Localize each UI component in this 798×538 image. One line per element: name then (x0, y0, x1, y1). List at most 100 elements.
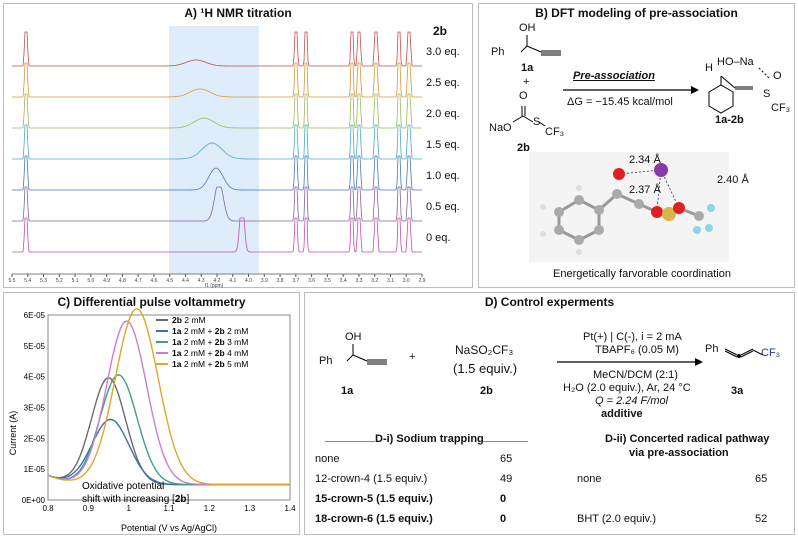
distance-2: 2.37 Å (629, 184, 661, 196)
cond-additive: additive (601, 408, 643, 420)
eq-label: 2.0 eq. (426, 108, 460, 120)
d-ph: Ph (319, 355, 333, 367)
eq-label: 1.5 eq. (426, 139, 460, 151)
di-yield: 65 (500, 453, 513, 465)
dpv-ylabel: Current (A) (8, 411, 18, 456)
product-h: H (705, 62, 713, 74)
dpv-xtick: 0.9 (83, 504, 95, 513)
prod-ph: Ph (705, 343, 719, 355)
eq-label: 0.5 eq. (426, 201, 460, 213)
legend-entry: 2b 2 mM (172, 315, 206, 325)
nmr-tick-label: 3.9 (261, 278, 268, 284)
panel-c-dpv: C) Differential pulse voltammetry 0E+00 1… (3, 292, 300, 535)
eq-label: 1.0 eq. (426, 170, 460, 182)
delta-g-label: ΔG = −15.45 kcal/mol (567, 96, 673, 108)
di-additive: none (315, 453, 340, 465)
d-reagent: NaSO₂CF₃ (455, 343, 514, 357)
nmr-tick-label: 5.4 (24, 278, 31, 284)
nmr-axis-label: f1 (ppm) (205, 283, 224, 289)
dpv-series-line (47, 307, 290, 486)
label-1a: 1a (521, 62, 534, 74)
d-oh: OH (345, 331, 362, 343)
di-yield: 0 (500, 513, 507, 525)
cond-electrolyte: TBAPF₆ (0.05 M) (595, 344, 679, 356)
dii-yield: 65 (755, 473, 768, 485)
dpv-xtick: 1 (126, 504, 131, 513)
nmr-tick-label: 4.3 (198, 278, 205, 284)
nmr-trace (12, 186, 422, 222)
allene-structure (724, 348, 764, 358)
sulfinate-structure (512, 106, 546, 127)
nmr-tick-label: 5.2 (56, 278, 63, 284)
legend-entry: 1a 2 mM + 2b 2 mM (172, 326, 248, 336)
panel-b-dft: B) DFT modeling of pre-association OH Ph… (478, 3, 795, 288)
di-additive: 15-crown-5 (1.5 equiv.) (315, 493, 433, 505)
nmr-tick-label: 3.8 (277, 278, 284, 284)
dii-additive: none (577, 473, 602, 485)
legend-entry: 1a 2 mM + 2b 4 mM (172, 348, 248, 358)
d-label-2b: 2b (480, 385, 493, 397)
dpv-frame (47, 314, 291, 501)
cond-charge: Q = 2.24 F/mol (595, 395, 669, 407)
nmr-tick-label: 3.3 (355, 278, 362, 284)
dpv-ytick: 6E-05 (24, 311, 46, 320)
nmr-trace (12, 93, 422, 129)
dii-additive: BHT (2.0 equiv.) (577, 513, 657, 525)
d-reaction-arrow (557, 358, 703, 366)
panel-d-control: D) Control experments OH Ph 1a + NaSO₂CF… (304, 292, 795, 535)
nmr-tick-label: 3.2 (371, 278, 378, 284)
nmr-tick-label: 4.7 (135, 278, 142, 284)
nmr-tick-label: 4.5 (166, 278, 173, 284)
panel-a-nmr: A) ¹H NMR titration 5.5 5.4 5.3 5.2 5.1 5.0 4.… (3, 3, 473, 289)
distance-3: 2.40 Å (717, 174, 749, 186)
product-hona: HO–Na (717, 56, 754, 68)
product-structure (708, 67, 770, 114)
di-rule (325, 441, 375, 442)
panel-c-title: C) Differential pulse voltammetry (57, 295, 246, 309)
nmr-spectra: 5.5 5.4 5.3 5.2 5.1 5.0 4.9 4.8 4.7 4.6 4.5 4.4 4.3 4… (9, 26, 426, 289)
nmr-tick-label: 2.9 (419, 278, 426, 284)
di-title: D-i) Sodium trapping (375, 433, 484, 445)
dii-title-1: D-ii) Concerted radical pathway (605, 433, 770, 445)
nmr-tick-label: 5.5 (9, 278, 16, 284)
nmr-trace (12, 62, 422, 98)
dpv-xtick: 0.8 (42, 504, 54, 513)
panel-d-title: D) Control experments (484, 295, 615, 309)
nmr-tick-label: 4.4 (182, 278, 189, 284)
dpv-xtick: 1.2 (204, 504, 216, 513)
d-reagent-equiv: (1.5 equiv.) (453, 361, 518, 376)
alkyne-1a-structure (520, 35, 561, 56)
legend-entry: 1a 2 mM + 2b 5 mM (172, 359, 248, 369)
nmr-trace (12, 155, 422, 191)
nmr-tick-label: 3.5 (324, 278, 331, 284)
dpv-ytick: 3E-05 (24, 404, 46, 413)
di-additive: 12-crown-4 (1.5 equiv.) (315, 473, 428, 485)
product-cf3: CF₃ (771, 102, 791, 114)
s-label: S (533, 116, 541, 128)
nmr-tick-label: 3.6 (308, 278, 315, 284)
dpv-xtick: 1.4 (284, 504, 296, 513)
di-yield: 0 (500, 493, 507, 505)
nmr-tick-label: 5.0 (87, 278, 94, 284)
distance-1: 2.34 Å (629, 154, 661, 166)
nmr-tick-label: 4.8 (119, 278, 126, 284)
product-o: O (773, 70, 782, 82)
label-2b: 2b (517, 142, 530, 154)
nmr-tick-label: 4.1 (229, 278, 236, 284)
nmr-compound-label: 2b (433, 24, 448, 38)
di-rule-right (483, 441, 528, 442)
nao-label: NaO (489, 122, 512, 134)
dpv-ytick: 0E+00 (22, 496, 46, 505)
dpv-annotation-1: Oxidative potential (82, 481, 164, 492)
highlight-region (169, 26, 259, 274)
dpv-chart: 0E+00 1E-05 2E-05 3E-05 4E-05 5E-05 6E-05 0.8 0.… (8, 307, 296, 533)
dpv-xtick: 1.1 (163, 504, 175, 513)
dpv-ytick: 5E-05 (24, 342, 46, 351)
d-plus: + (409, 351, 416, 363)
nmr-tick-label: 5.3 (40, 278, 47, 284)
dft-3d-model (529, 152, 729, 262)
prod-cf3: CF₃ (761, 347, 781, 359)
dpv-xtick: 1.3 (244, 504, 256, 513)
dft-caption: Energetically farvorable coordination (553, 268, 731, 280)
panel-a-title: A) ¹H NMR titration (184, 6, 292, 20)
